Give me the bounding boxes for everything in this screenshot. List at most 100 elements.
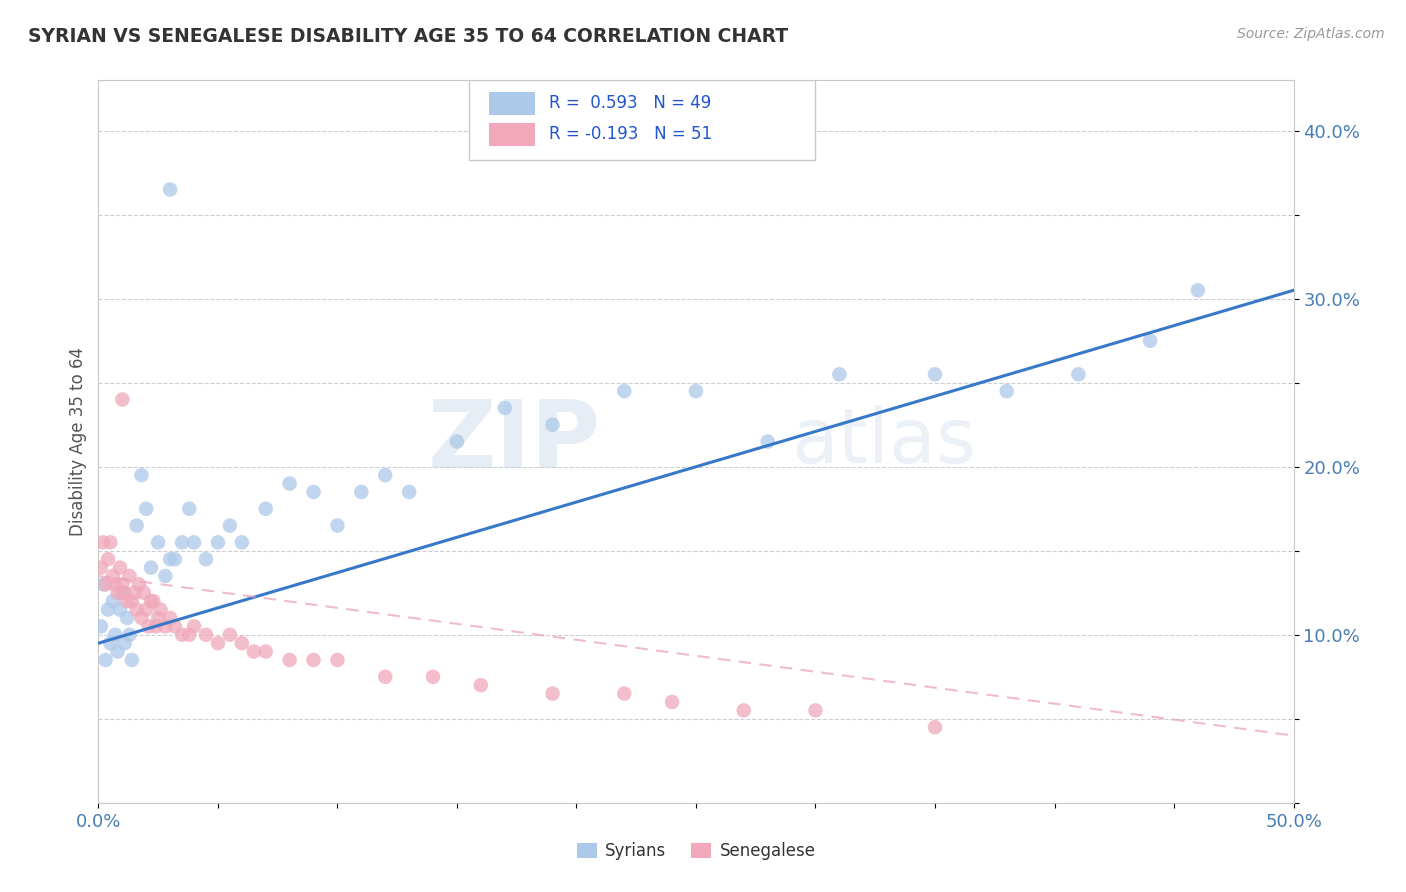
Point <box>685 384 707 398</box>
Point <box>183 535 205 549</box>
Point <box>541 687 564 701</box>
Point <box>995 384 1018 398</box>
Point <box>98 636 122 650</box>
Point <box>132 586 155 600</box>
Point <box>302 485 325 500</box>
Point <box>278 653 301 667</box>
Point <box>114 636 136 650</box>
Point <box>107 644 129 658</box>
Point <box>149 602 172 616</box>
Point <box>104 628 127 642</box>
Text: SYRIAN VS SENEGALESE DISABILITY AGE 35 TO 64 CORRELATION CHART: SYRIAN VS SENEGALESE DISABILITY AGE 35 T… <box>28 27 789 45</box>
Point <box>1067 368 1090 382</box>
Point <box>231 535 253 549</box>
Point <box>172 628 194 642</box>
Point <box>195 628 218 642</box>
Point <box>131 468 153 483</box>
Point <box>128 577 150 591</box>
Point <box>121 653 143 667</box>
Point <box>155 619 177 633</box>
Point <box>118 628 141 642</box>
Point <box>183 619 205 633</box>
Point <box>179 501 201 516</box>
Point <box>91 535 114 549</box>
Point <box>138 619 160 633</box>
Point <box>107 586 129 600</box>
Point <box>97 602 120 616</box>
Point <box>1187 283 1209 297</box>
Point <box>163 552 186 566</box>
Point <box>231 636 253 650</box>
Point <box>446 434 468 449</box>
Point <box>326 653 349 667</box>
Point <box>148 535 170 549</box>
Point <box>756 434 779 449</box>
Text: Source: ZipAtlas.com: Source: ZipAtlas.com <box>1237 27 1385 41</box>
Point <box>145 619 167 633</box>
Point <box>94 577 117 591</box>
Point <box>195 552 218 566</box>
Point <box>924 368 946 382</box>
Point <box>148 611 170 625</box>
Point <box>163 619 186 633</box>
Point <box>207 535 229 549</box>
Point <box>613 687 636 701</box>
Point <box>111 577 134 591</box>
Point <box>326 518 349 533</box>
Point <box>278 476 301 491</box>
Point <box>139 594 162 608</box>
Text: R =  0.593   N = 49: R = 0.593 N = 49 <box>548 95 711 112</box>
Text: ZIP: ZIP <box>427 395 600 488</box>
Point <box>172 535 194 549</box>
Point <box>108 560 131 574</box>
Point <box>661 695 683 709</box>
Point <box>207 636 229 650</box>
FancyBboxPatch shape <box>470 80 815 160</box>
Point <box>125 602 148 616</box>
Point <box>155 569 177 583</box>
Point <box>613 384 636 398</box>
Text: atlas: atlas <box>792 405 976 478</box>
Point <box>924 720 946 734</box>
Point <box>101 569 124 583</box>
Point <box>374 670 396 684</box>
Point <box>111 586 134 600</box>
Point <box>115 611 138 625</box>
Point <box>94 653 117 667</box>
Point <box>90 619 112 633</box>
Point <box>139 560 162 574</box>
Bar <box>489 123 534 146</box>
Point <box>159 182 181 196</box>
Point <box>302 653 325 667</box>
Point <box>179 628 201 642</box>
Point <box>219 628 242 642</box>
Point <box>98 535 122 549</box>
Point <box>541 417 564 432</box>
Point <box>422 670 444 684</box>
Point <box>124 586 146 600</box>
Point <box>254 501 277 516</box>
Point <box>135 501 157 516</box>
Point <box>398 485 420 500</box>
Point <box>101 594 124 608</box>
Bar <box>489 92 534 115</box>
Y-axis label: Disability Age 35 to 64: Disability Age 35 to 64 <box>69 347 87 536</box>
Point <box>115 594 138 608</box>
Point <box>828 368 851 382</box>
Point <box>243 644 266 658</box>
Point <box>470 678 492 692</box>
Point <box>121 594 143 608</box>
Legend: Syrians, Senegalese: Syrians, Senegalese <box>569 836 823 867</box>
Point <box>374 468 396 483</box>
Point <box>219 518 242 533</box>
Point <box>114 586 136 600</box>
Point <box>118 569 141 583</box>
Text: R = -0.193   N = 51: R = -0.193 N = 51 <box>548 126 711 144</box>
Point <box>494 401 516 415</box>
Point <box>90 560 112 574</box>
Point <box>104 577 127 591</box>
Point <box>142 594 165 608</box>
Point <box>125 518 148 533</box>
Point <box>111 392 134 407</box>
Point <box>1139 334 1161 348</box>
